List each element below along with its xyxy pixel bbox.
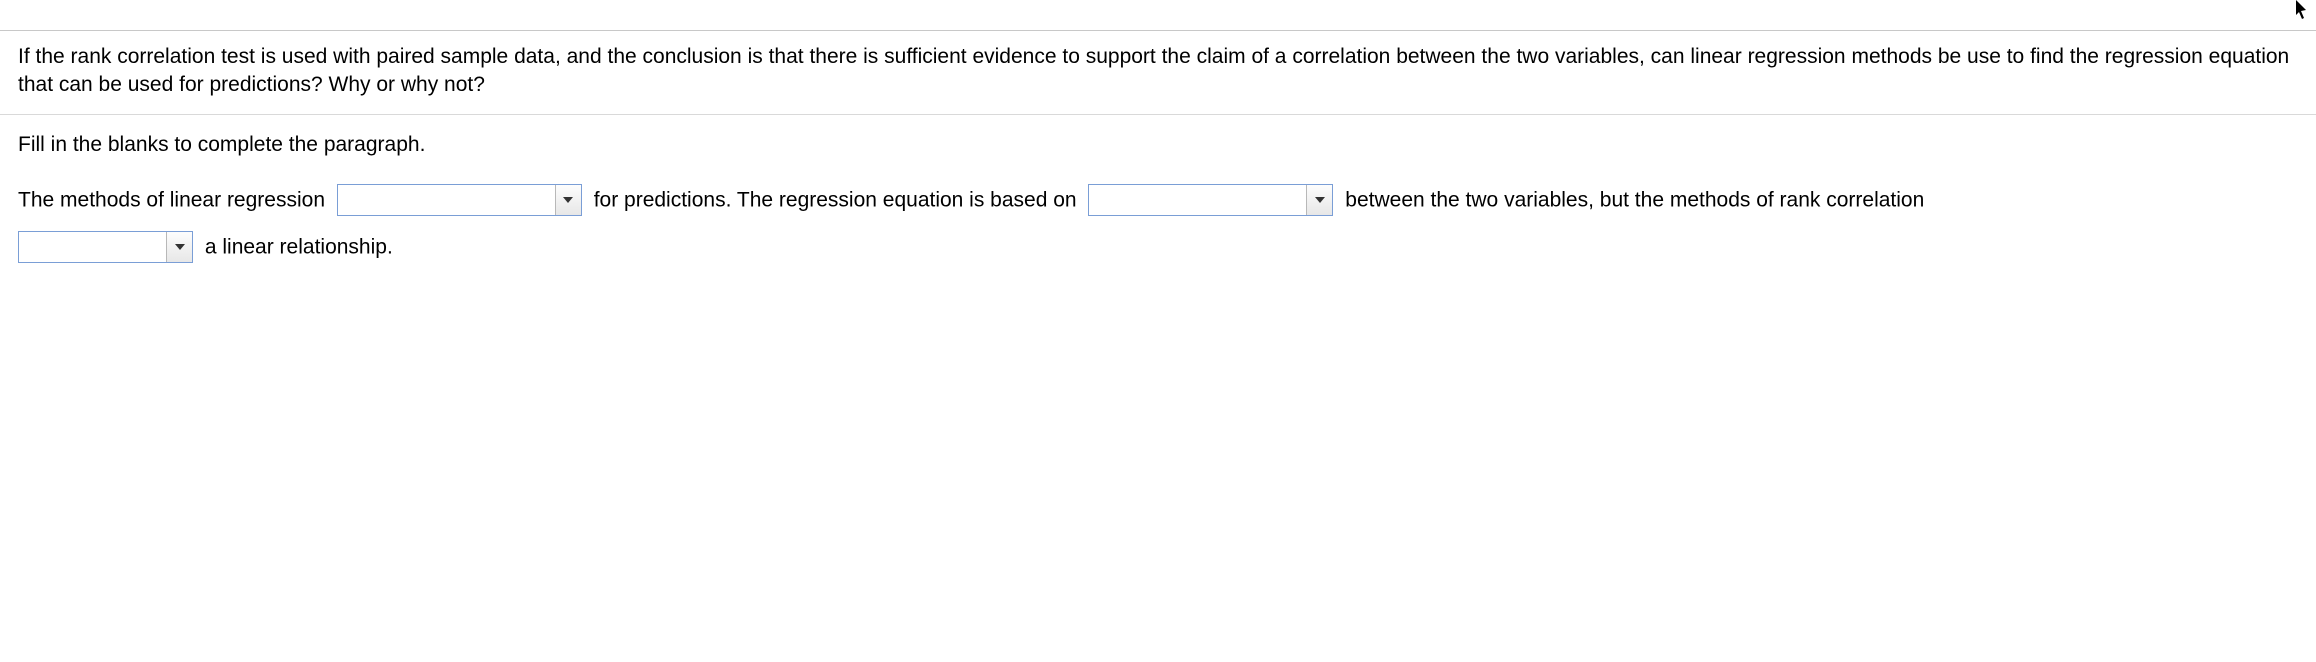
dropdown-2-button[interactable]: [1306, 185, 1332, 215]
paragraph-part-3: between the two variables, but the metho…: [1345, 188, 1924, 211]
dropdown-2-value: [1089, 185, 1306, 215]
question-text: If the rank correlation test is used wit…: [18, 45, 2289, 96]
dropdown-1-button[interactable]: [555, 185, 581, 215]
blank-dropdown-1[interactable]: [337, 184, 582, 216]
chevron-down-icon: [562, 195, 574, 205]
blank-dropdown-2[interactable]: [1088, 184, 1333, 216]
chevron-down-icon: [174, 242, 186, 252]
dropdown-3-value: [19, 232, 166, 262]
paragraph-part-1: The methods of linear regression: [18, 188, 325, 211]
cursor-fragment: [2296, 0, 2316, 24]
chevron-down-icon: [1314, 195, 1326, 205]
answer-block: Fill in the blanks to complete the parag…: [0, 115, 2316, 280]
paragraph-part-4: a linear relationship.: [205, 235, 393, 258]
dropdown-3-button[interactable]: [166, 232, 192, 262]
question-text-block: If the rank correlation test is used wit…: [0, 31, 2316, 115]
fill-blank-paragraph: The methods of linear regression for pre…: [18, 177, 2298, 270]
paragraph-part-2: for predictions. The regression equation…: [594, 188, 1077, 211]
blank-dropdown-3[interactable]: [18, 231, 193, 263]
dropdown-1-value: [338, 185, 555, 215]
instruction-text: Fill in the blanks to complete the parag…: [18, 131, 2298, 159]
